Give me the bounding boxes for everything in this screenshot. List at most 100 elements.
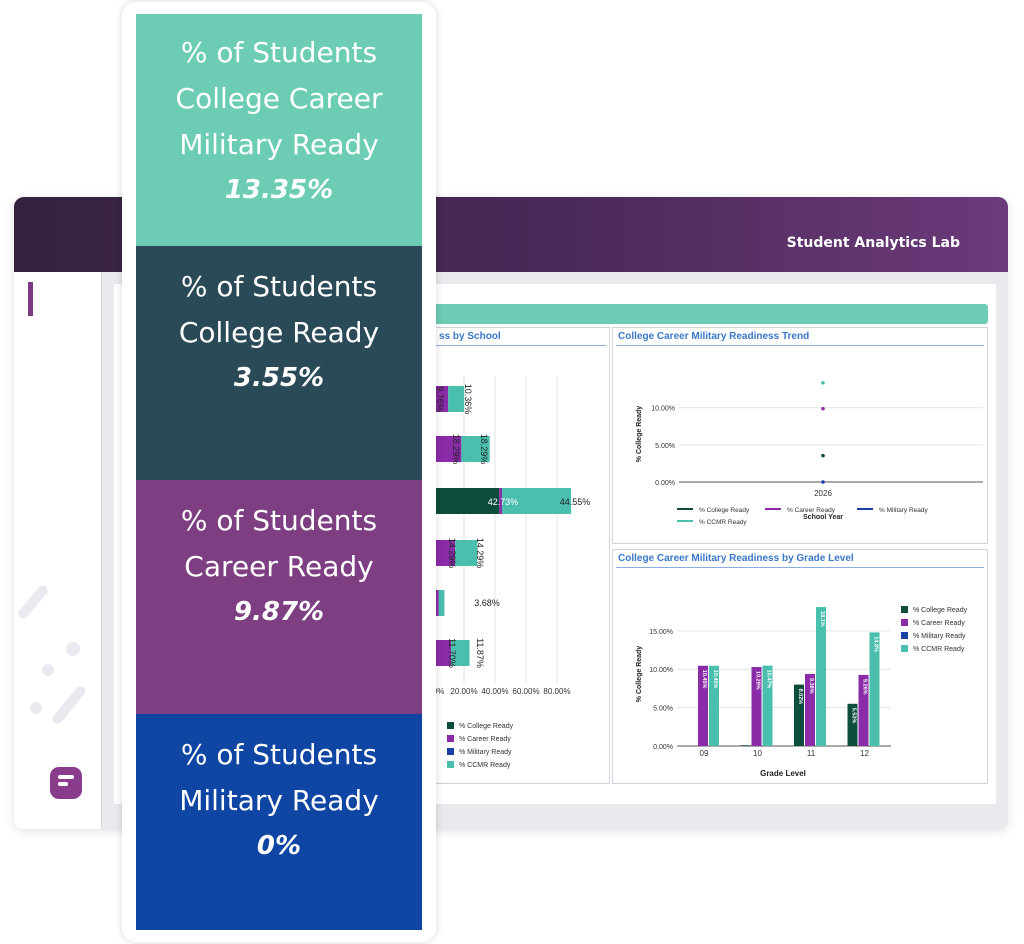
kpi-label: % of Students Career Ready [180,504,378,583]
legend-label: % College Ready [459,723,514,730]
bar-segment [461,436,490,462]
bar [709,665,719,746]
legend-swatch [901,645,908,652]
bar-segment [433,488,500,514]
sidebar [14,272,102,829]
y-tick-label: 5.00% [653,706,673,713]
y-tick-label: 10.00% [649,667,673,674]
x-axis-title: Grade Level [760,769,806,778]
data-label: 9.38% [808,678,814,694]
kpi-card: % of Students College Career Military Re… [122,2,436,942]
kpi-value: 3.55% [233,363,325,393]
x-tick-label: 09 [700,749,709,758]
sidebar-decoration [30,702,42,714]
x-tick-label: 20.00% [450,687,477,696]
data-label: 3.68% [474,598,500,608]
legend-swatch [901,619,908,626]
y-tick-label: 5.00% [655,443,675,450]
panel-rule [616,567,984,568]
bar [740,745,751,746]
section-header-bar [434,304,988,324]
kpi-label: % of Students Military Ready [179,738,379,817]
y-tick-label: 10.00% [651,406,675,413]
kpi-value: 0% [256,831,302,861]
sidebar-decoration [16,583,50,621]
bar-segment [502,488,572,514]
y-axis-title: % College Ready [636,406,643,463]
data-label: 14.29% [447,538,457,569]
data-label: 44.55% [560,497,591,507]
panel-rule [318,345,606,346]
bar-segment [438,590,445,616]
bar [869,632,880,746]
bar-segment [433,386,449,412]
bar [794,684,804,746]
x-tick-label: 80.00% [543,687,570,696]
data-label: 10.45% [701,670,707,689]
data-label: 9.26% [862,679,868,695]
bar [805,674,815,746]
x-tick-label: 2026 [814,489,832,498]
bar-segment [433,540,456,566]
y-tick-label: 15.00% [649,629,673,636]
x-tick-label: 11 [807,749,816,758]
legend-swatch [447,748,454,755]
bar-segment [433,640,452,666]
bar [751,667,762,746]
data-label: 14.8% [873,636,879,652]
bar-segment [448,386,465,412]
data-label: 18.29% [451,434,461,465]
data-label: 10.45% [712,670,718,689]
legend-label: % Career Ready [459,736,511,743]
y-tick-label: 0.00% [653,744,673,751]
bar [698,665,708,746]
legend-label: % Career Ready [913,620,965,627]
kpi-label: % of Students College Career Military Re… [175,36,383,161]
data-label: 11.87% [475,638,485,668]
legend-swatch [447,761,454,768]
bar-segment [499,488,503,514]
bar [858,674,869,746]
data-label: 8.02% [797,689,803,705]
panel-trend: College Career Military Readiness Trend … [612,327,988,544]
panel-title-trend: College Career Military Readiness Trend [618,331,810,342]
y-axis-title: % College Ready [636,646,643,703]
x-tick-label: 12 [860,749,869,758]
data-label: 5.53% [851,708,857,724]
x-tick-label: 10 [753,749,762,758]
data-point [821,480,825,484]
legend-label: % CCMR Ready [459,762,511,769]
legend-label: % Military Ready [913,633,966,640]
legend-label: % Military Ready [879,507,929,514]
panel-by-grade: College Career Military Readiness by Gra… [612,549,988,784]
bar-segment [435,590,439,616]
data-label: 10.47% [766,670,772,689]
data-point [821,453,825,458]
data-label: 9.76% [435,386,445,412]
trend-scatter-chart: 0.00% 5.00% 10.00% 2026 School Year % College… [636,381,983,526]
bar [816,607,826,746]
panel-title-by-grade: College Career Military Readiness by Gra… [618,553,854,564]
x-axis-title: School Year [803,514,843,521]
legend-label: % College Ready [913,607,968,614]
legend-label: % College Ready [699,507,750,514]
legend-label: % Career Ready [787,507,836,514]
panel-title-by-school: ss by School [439,331,501,342]
legend-swatch [901,606,908,613]
data-label: 10.36% [463,384,473,415]
kpi-college-ready: % of Students College Ready 3.55% [136,246,422,480]
bar-segment [451,640,470,666]
app-logo-icon[interactable] [50,767,82,799]
sidebar-decoration [42,664,54,676]
kpi-value: 9.87% [233,597,325,627]
legend-swatch [447,735,454,742]
sidebar-decoration [50,684,88,726]
legend-label: % CCMR Ready [699,519,747,526]
legend-label: % CCMR Ready [913,646,965,653]
x-tick-label: 40.00% [481,687,508,696]
x-tick-label: 60.00% [512,687,539,696]
sidebar-active-marker [28,282,33,316]
data-label: 18.29% [479,434,489,465]
bar [762,665,773,746]
data-point [821,381,825,385]
